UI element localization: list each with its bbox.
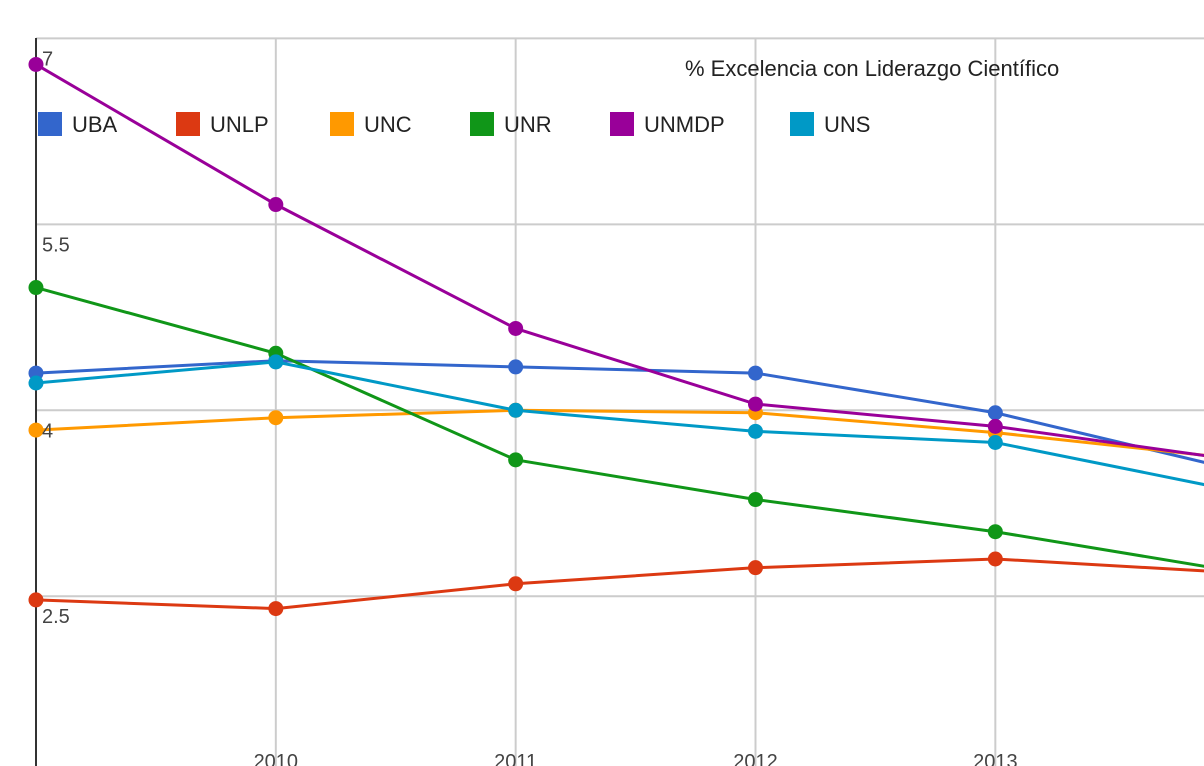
x-tick-label: 2011 [494, 751, 537, 766]
data-point [508, 402, 524, 418]
data-point [268, 354, 284, 370]
data-point [747, 492, 763, 508]
y-tick-label: 5.5 [42, 234, 70, 256]
data-point [987, 524, 1003, 540]
legend-label: UNLP [210, 112, 269, 137]
legend-swatch [176, 112, 200, 136]
x-tick-label: 2010 [254, 751, 299, 766]
series-line [35, 360, 1204, 487]
x-tick-label: 2013 [973, 751, 1018, 766]
legend-swatch [330, 112, 354, 136]
data-point [28, 280, 44, 296]
data-point [747, 560, 763, 576]
y-tick-label: 7 [42, 48, 53, 70]
data-point [987, 434, 1003, 450]
legend-swatch [610, 112, 634, 136]
data-point [268, 410, 284, 426]
data-point [987, 418, 1003, 434]
legend-label: UNMDP [644, 112, 725, 137]
legend-label: UNS [824, 112, 870, 137]
legend-swatch [790, 112, 814, 136]
legend-label: UNC [364, 112, 412, 137]
series-line [35, 63, 1204, 458]
data-point [508, 452, 524, 468]
grid [36, 37, 1204, 766]
data-point [28, 56, 44, 72]
legend-swatch [470, 112, 494, 136]
data-point [508, 576, 524, 592]
series-line [35, 359, 1204, 464]
data-point [987, 551, 1003, 567]
data-point [508, 359, 524, 375]
series-line [35, 408, 1204, 457]
data-point [747, 365, 763, 381]
y-tick-label: 4 [42, 420, 53, 442]
data-point [268, 601, 284, 617]
x-tick-label: 2012 [733, 751, 778, 766]
data-point [747, 396, 763, 412]
data-point [28, 422, 44, 438]
data-point [28, 592, 44, 608]
series-line [35, 286, 1204, 568]
chart-title: % Excelencia con Liderazgo Científico [685, 56, 1059, 81]
y-tick-label: 2.5 [42, 606, 70, 628]
legend-swatch [38, 112, 62, 136]
data-point [747, 423, 763, 439]
legend-label: UBA [72, 112, 118, 137]
data-point [987, 405, 1003, 421]
data-point [28, 375, 44, 391]
legend: UBA UNLP UNC UNR UNMDP UNS [38, 112, 870, 137]
series-line [35, 557, 1204, 611]
plot [28, 56, 1204, 617]
data-point [508, 320, 524, 336]
legend-label: UNR [504, 112, 552, 137]
data-point [268, 197, 284, 213]
